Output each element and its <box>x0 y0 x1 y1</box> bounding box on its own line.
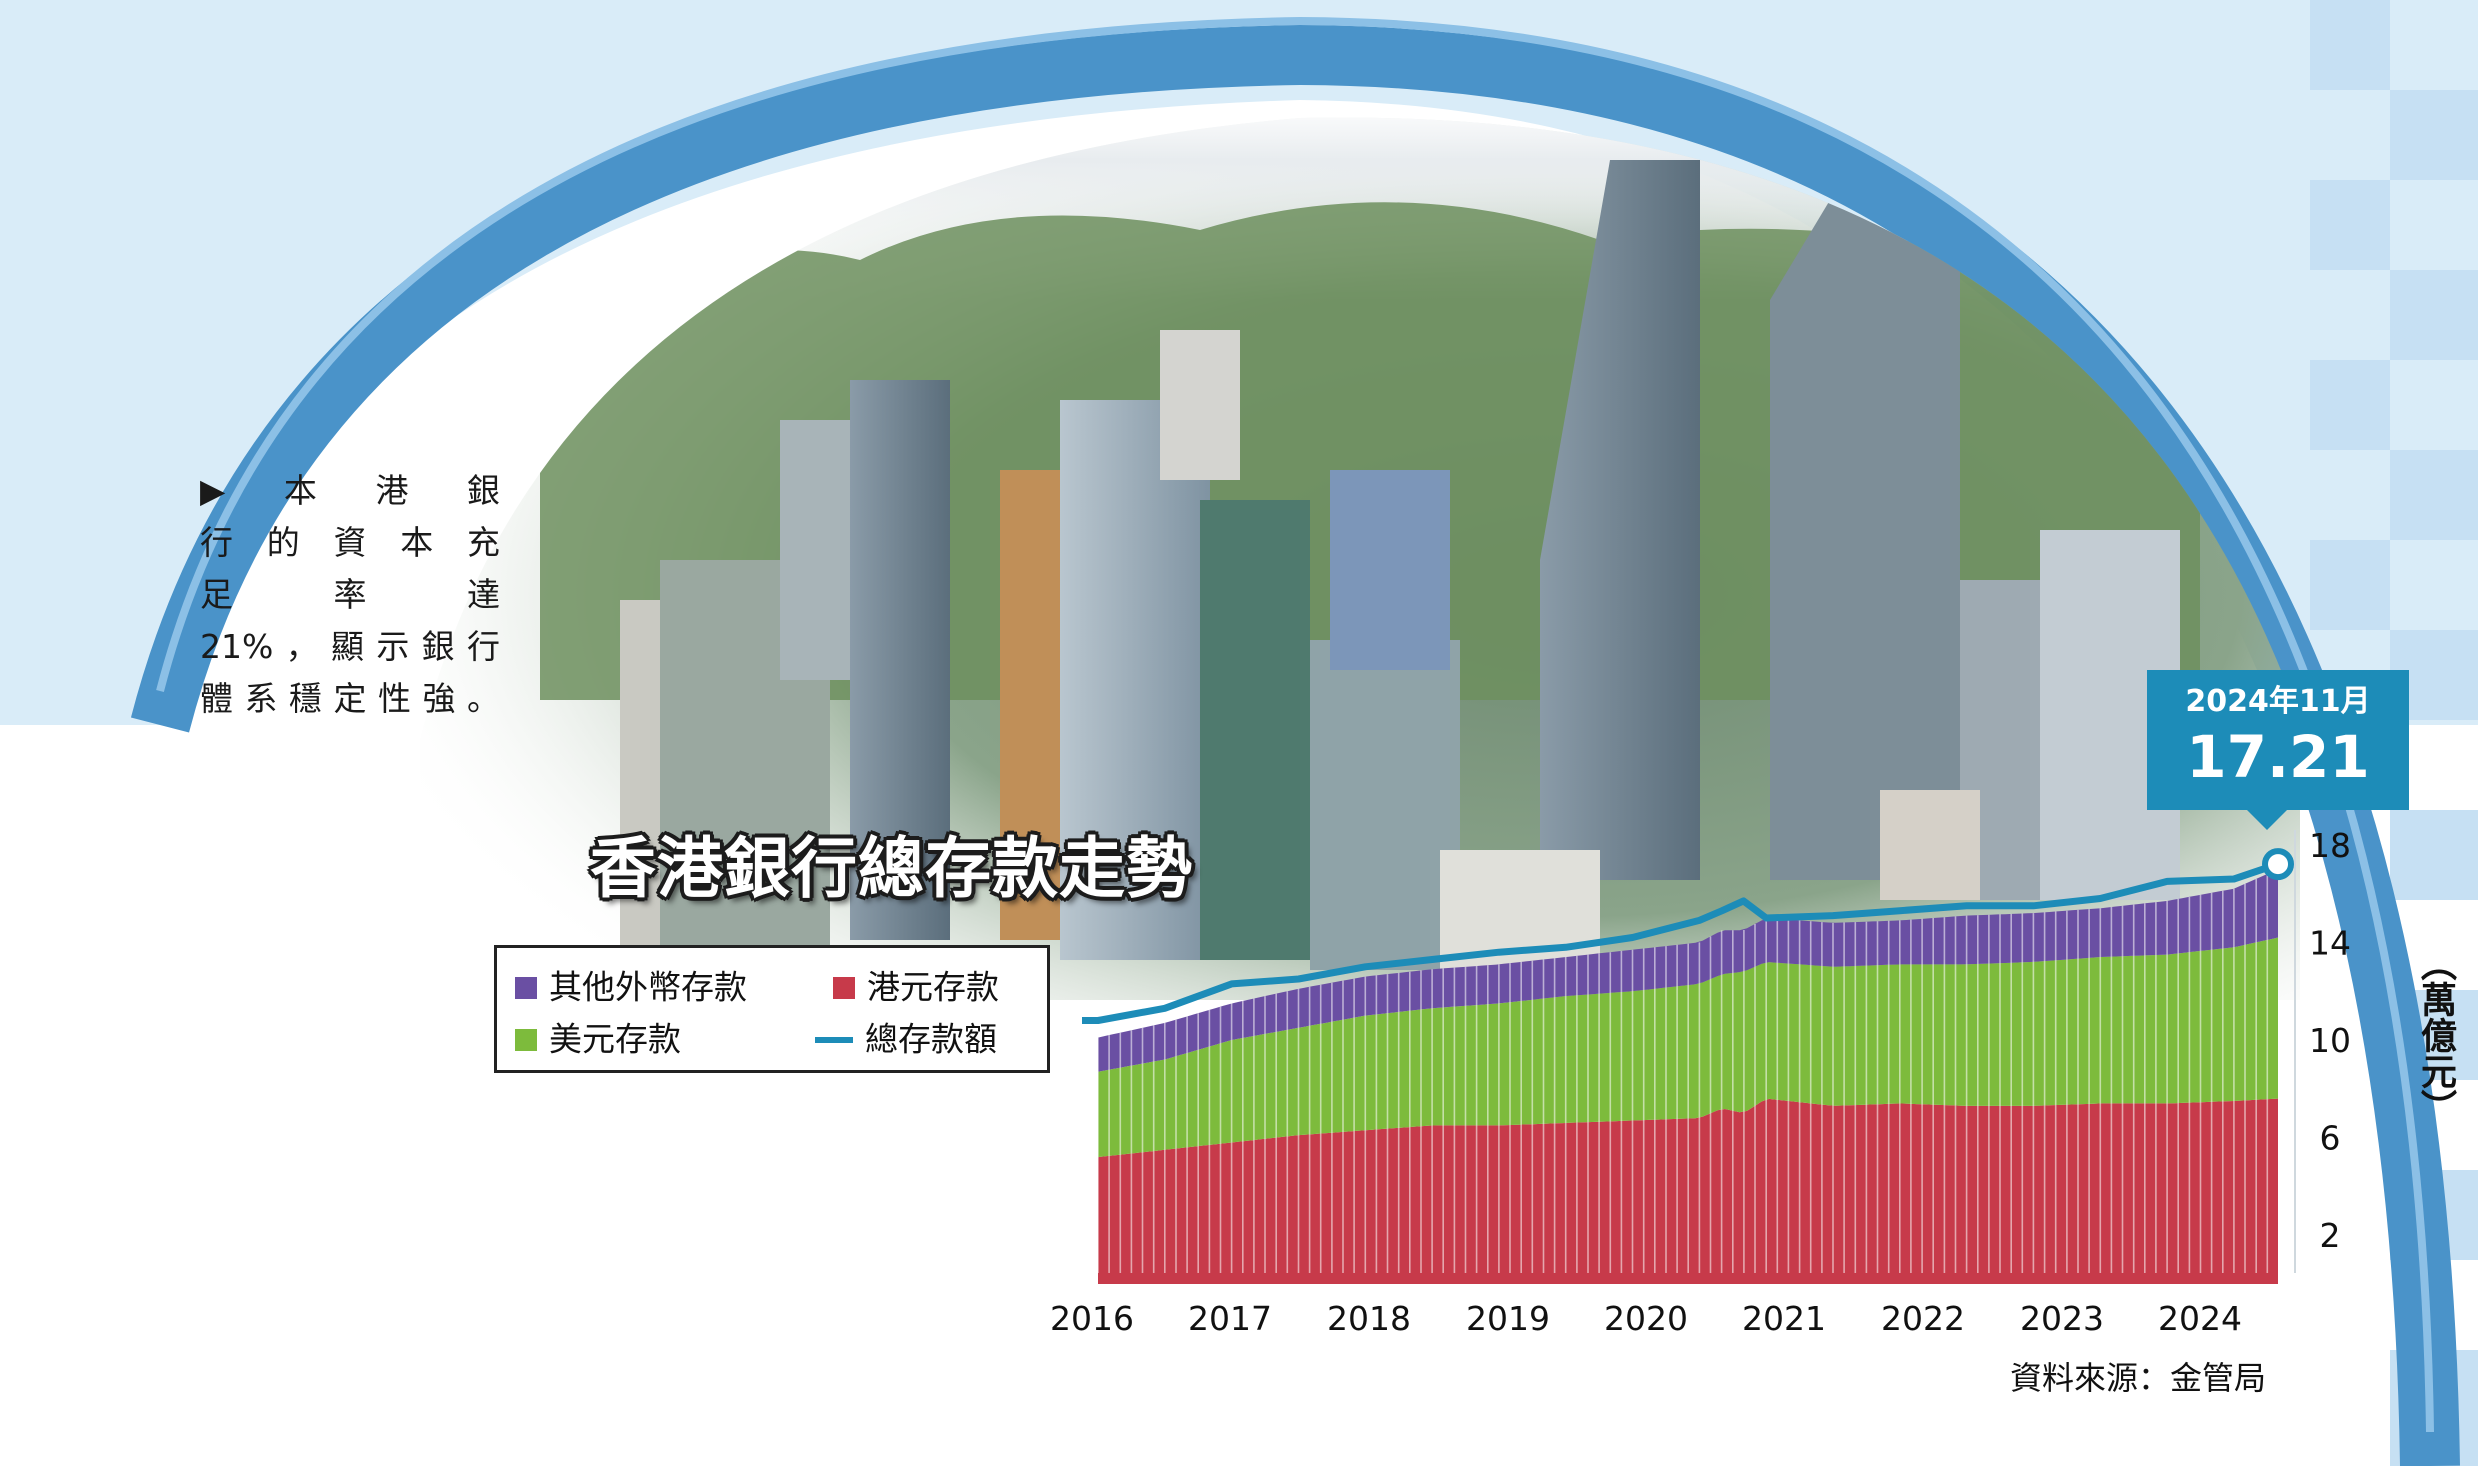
series-line-total-deposits <box>1082 860 2280 1024</box>
y-tick-label: 14 <box>2309 923 2351 962</box>
x-tick-label: 2020 <box>1604 1299 1688 1338</box>
x-tick-label: 2022 <box>1881 1299 1965 1338</box>
y-tick-label: 2 <box>2320 1216 2341 1255</box>
x-tick-label: 2019 <box>1466 1299 1550 1338</box>
legend-label: 總存款額 <box>865 1019 997 1059</box>
x-tick-label: 2024 <box>2158 1299 2242 1338</box>
legend-label: 美元存款 <box>549 1019 681 1059</box>
axes: 2 6 10 14 18 2016 2017 2018 2019 2020 2021 2022 2023… <box>1050 826 2351 1338</box>
callout-date: 2024年11月 <box>2185 684 2371 719</box>
caption-line: 21%，顯示銀行 <box>200 627 500 666</box>
caption-line: 行的資本充 <box>200 523 500 562</box>
chart-title: 香港銀行總存款走勢 <box>590 830 1193 907</box>
photo-caption: ▶本港銀 行的資本充 足率達 21%，顯示銀行 體系穩定性強。 <box>200 465 500 725</box>
legend-swatch-total <box>815 1036 853 1043</box>
chart-legend: 其他外幣存款 港元存款 美元存款 總存款額 <box>494 945 1050 1073</box>
legend-item-hkd: 港元存款 <box>833 964 999 1008</box>
latest-point-marker <box>2262 848 2294 881</box>
latest-value-callout: 2024年11月 17.21 <box>2147 670 2409 810</box>
y-tick-label: 6 <box>2320 1119 2341 1158</box>
legend-swatch-other <box>515 976 537 999</box>
legend-label: 港元存款 <box>867 967 999 1007</box>
legend-swatch-hkd <box>833 976 855 999</box>
x-tick-label: 2016 <box>1050 1299 1134 1338</box>
legend-swatch-usd <box>515 1028 537 1051</box>
legend-item-usd: 美元存款 <box>515 1016 681 1060</box>
caption-line: 體系穩定性強。 <box>200 679 500 718</box>
x-tick-label: 2018 <box>1327 1299 1411 1338</box>
data-source: 資料來源：金管局 <box>2010 1359 2267 1397</box>
x-tick-label: 2023 <box>2020 1299 2104 1338</box>
callout-value: 17.21 <box>2186 723 2370 791</box>
legend-item-other: 其他外幣存款 <box>515 964 747 1008</box>
monthly-bar-separators <box>1097 873 2269 1273</box>
legend-item-total: 總存款額 <box>815 1016 997 1060</box>
callout-pointer <box>2245 808 2289 830</box>
plot-area <box>1082 848 2294 1284</box>
caption-line: ▶本港銀 <box>200 471 500 510</box>
x-tick-label: 2021 <box>1742 1299 1826 1338</box>
y-axis-unit: （萬億元） <box>2400 945 2470 1130</box>
y-tick-label: 18 <box>2309 826 2351 865</box>
x-tick-label: 2017 <box>1188 1299 1272 1338</box>
y-tick-label: 10 <box>2309 1021 2351 1060</box>
legend-label: 其他外幣存款 <box>549 967 747 1007</box>
caption-line: 足率達 <box>200 575 500 614</box>
unit-label: （萬億元） <box>2415 945 2456 1125</box>
